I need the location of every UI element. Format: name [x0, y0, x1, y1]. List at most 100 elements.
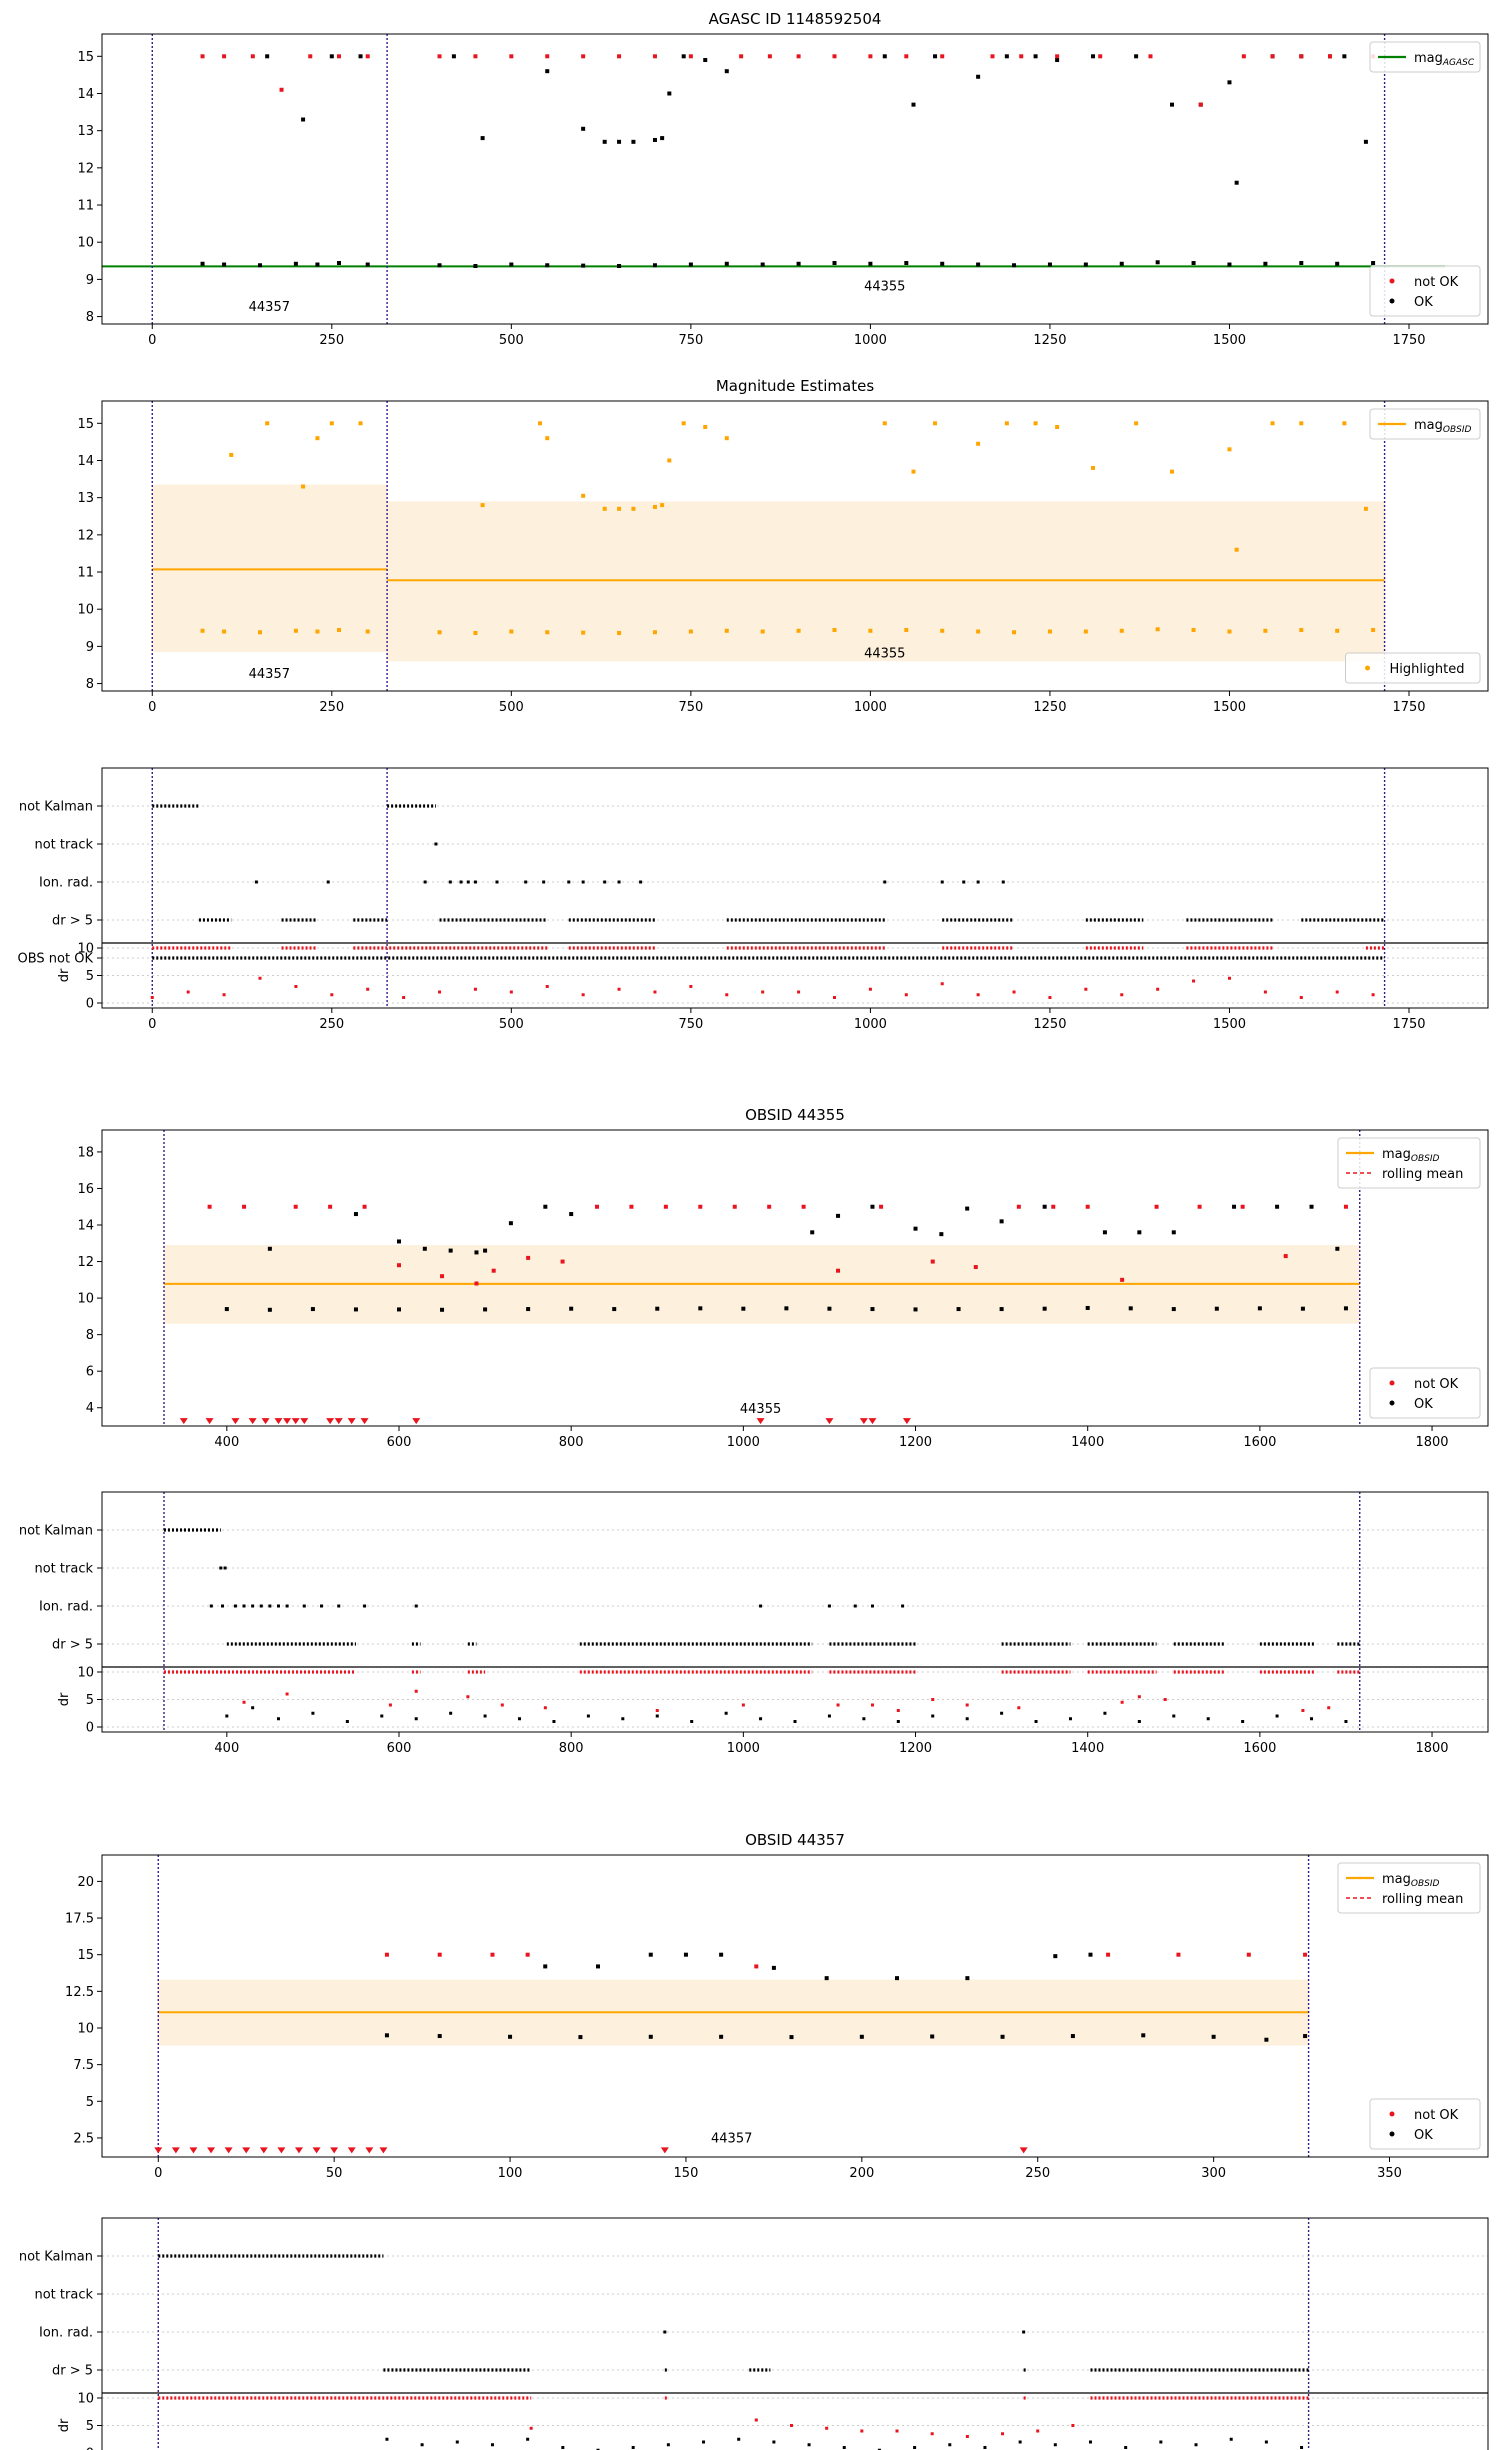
x-tick-label: 800 [559, 1741, 584, 1756]
data-point [1371, 261, 1376, 266]
data-point [973, 1265, 978, 1270]
x-tick-label: 500 [499, 1017, 524, 1032]
dr-point [1120, 993, 1124, 997]
flag-category-label: not track [34, 2288, 93, 2303]
y-tick-label: 18 [77, 1145, 94, 1160]
data-point [1033, 54, 1038, 59]
data-point [631, 139, 636, 144]
obsid-label: 44355 [740, 1402, 781, 1417]
data-point [940, 261, 945, 266]
limit-marker [259, 2147, 268, 2154]
dr-point [1172, 1714, 1176, 1718]
data-point [976, 441, 981, 446]
dr-point [438, 990, 442, 994]
y-tick-label: 10 [77, 2021, 94, 2036]
data-point [724, 628, 729, 633]
dr-point [1159, 2440, 1163, 2444]
flag-point [276, 1604, 280, 1608]
data-point [301, 484, 306, 489]
x-tick-label: 1500 [1213, 333, 1246, 348]
axes-frame [101, 1129, 1489, 1427]
dr-point [976, 993, 980, 997]
y-tick-label: 11 [77, 199, 94, 214]
dr-point [793, 1720, 797, 1723]
data-point [1335, 261, 1340, 266]
data-point [652, 137, 657, 142]
dr-point [1036, 2429, 1040, 2433]
data-point [836, 1213, 841, 1218]
flag-point [363, 1604, 367, 1608]
data-point [207, 1204, 212, 1209]
x-tick-label: 400 [214, 1435, 239, 1450]
chart-p4: OBSID 44355 44355 4 6 8 10 12 14 16 18 400 600 800 10… [77, 1106, 1489, 1450]
flag-point [853, 1604, 857, 1608]
axes-frame [101, 2217, 1489, 2450]
y-tick-label: 14 [77, 454, 94, 469]
x-tick-label: 200 [849, 2166, 874, 2181]
y-tick-label: 15 [77, 50, 94, 65]
dr-point [965, 1703, 969, 1707]
data-point [741, 1306, 746, 1311]
x-tick-label: 1400 [1071, 1741, 1104, 1756]
flag-point [209, 1604, 213, 1608]
dr-point [561, 2446, 565, 2449]
data-point [293, 628, 298, 633]
limit-marker [224, 2147, 233, 2154]
data-point [437, 1952, 442, 1957]
data-point [784, 1306, 789, 1311]
data-point [545, 54, 550, 59]
limit-marker [207, 2147, 216, 2154]
dr-point [473, 987, 477, 991]
flag-category-label: not Kalman [19, 2250, 93, 2265]
data-point [473, 264, 478, 268]
data-point [617, 264, 622, 268]
dr-point [1264, 2440, 1268, 2444]
dr-point [420, 2443, 424, 2447]
dr-point [666, 2443, 670, 2447]
data-point [581, 54, 586, 59]
data-point [596, 1964, 601, 1969]
limit-marker [902, 1418, 911, 1425]
dr-point [930, 2432, 934, 2436]
data-point [1047, 262, 1052, 267]
data-point [1170, 469, 1175, 474]
legend-swatch-dot [1389, 2131, 1395, 2137]
data-point [1055, 58, 1060, 63]
y-tick-label: 20 [77, 1875, 94, 1890]
data-point [491, 1268, 496, 1273]
dr-point [1194, 2443, 1198, 2447]
chart-title: OBSID 44355 [745, 1106, 845, 1124]
data-point [526, 1255, 531, 1260]
dr-point [150, 996, 154, 999]
data-point [545, 630, 550, 635]
data-point [1154, 1204, 1159, 1209]
data-point [1170, 102, 1175, 107]
data-point [569, 1306, 574, 1311]
limit-marker [231, 1418, 240, 1425]
data-point [1191, 628, 1196, 633]
dr-point [311, 1711, 315, 1715]
data-point [1134, 421, 1139, 426]
data-point [767, 1204, 772, 1209]
flag-point [223, 1566, 227, 1570]
x-tick-label: 0 [148, 700, 156, 715]
data-point [265, 421, 270, 426]
legend-box [1337, 1137, 1481, 1189]
limit-marker [283, 1418, 292, 1425]
x-tick-label: 250 [1025, 2166, 1050, 2181]
dr-point [258, 976, 262, 980]
dr-point [1124, 2446, 1128, 2449]
dr-point [754, 2418, 758, 2422]
dr-point [1275, 1714, 1279, 1718]
data-point [688, 629, 693, 634]
flag-point [759, 1604, 763, 1608]
x-tick-label: 0 [154, 2166, 162, 2181]
dr-point [500, 1703, 504, 1707]
y-tick-label: 14 [77, 1219, 94, 1234]
dr-point [1163, 1698, 1167, 1701]
data-point [1241, 54, 1246, 59]
limit-marker [1019, 2147, 1028, 2154]
flag-category-label: Ion. rad. [39, 876, 93, 891]
y-tick-label: 10 [77, 1292, 94, 1307]
data-point [1019, 54, 1024, 59]
